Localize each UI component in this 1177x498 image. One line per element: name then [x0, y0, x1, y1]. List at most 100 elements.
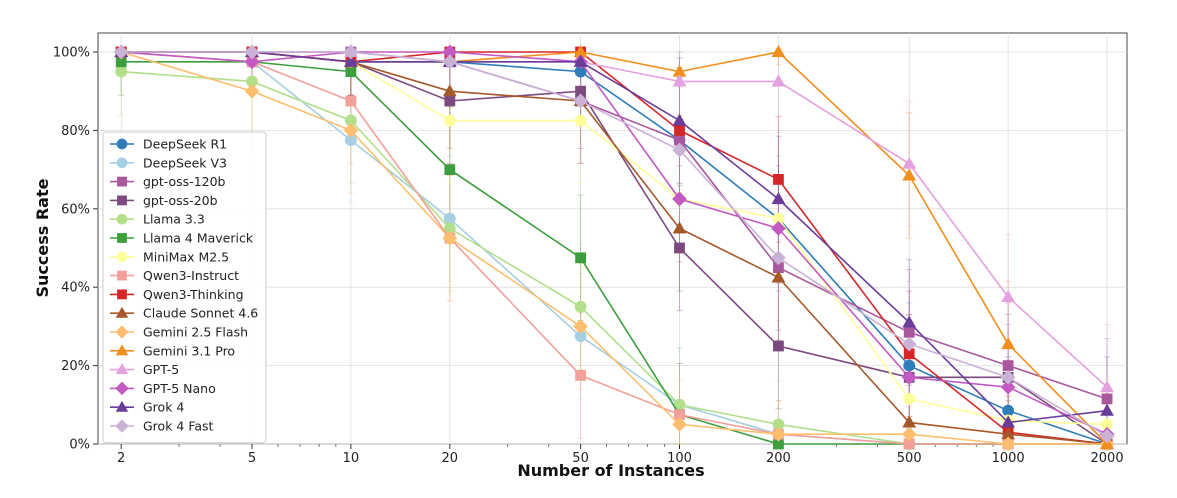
data-point — [903, 393, 916, 405]
legend-marker — [116, 251, 128, 263]
data-point — [444, 164, 456, 176]
x-tick-label: 2 — [117, 451, 125, 466]
x-axis-ticks: 2 5 10 20 50 100 200 500 1000 2000 — [117, 444, 1124, 466]
data-point — [573, 93, 588, 109]
legend-label: Grok 4 — [143, 400, 184, 415]
y-axis-ticks: 0% 20% 40% 60% 80% 100% — [53, 46, 98, 453]
legend-label: GPT-5 Nano — [143, 381, 216, 396]
data-point — [1001, 415, 1016, 428]
data-point — [903, 359, 916, 372]
data-point — [442, 54, 458, 70]
y-tick-label: 0% — [69, 438, 90, 453]
legend-marker — [116, 138, 128, 150]
legend-marker — [115, 325, 129, 339]
x-tick-label: 2000 — [1091, 451, 1124, 466]
legend-marker — [115, 419, 129, 433]
legend-label: Qwen3-Instruct — [143, 268, 239, 283]
data-point — [1101, 393, 1113, 405]
data-point — [573, 54, 588, 67]
data-point — [903, 326, 915, 338]
data-point — [443, 212, 456, 225]
legend-marker — [117, 176, 127, 187]
data-point — [1002, 360, 1014, 372]
data-point — [575, 369, 586, 381]
data-point — [1001, 289, 1016, 303]
legend: DeepSeek R1 DeepSeek V3 gpt-oss-120b gpt-os… — [102, 131, 267, 444]
data-point — [773, 173, 784, 185]
x-tick-label: 500 — [897, 451, 922, 466]
data-point — [1001, 337, 1016, 350]
series-15 — [113, 44, 1115, 444]
data-point — [672, 113, 687, 126]
data-point — [672, 417, 687, 432]
data-point — [442, 84, 457, 97]
data-point — [672, 221, 687, 234]
data-point — [902, 315, 917, 328]
series-line — [121, 51, 1108, 424]
data-point — [344, 54, 358, 67]
data-point — [1002, 404, 1015, 417]
legend-label: DeepSeek R1 — [143, 137, 227, 152]
y-tick-label: 100% — [53, 46, 90, 61]
data-point — [771, 270, 786, 283]
data-point — [672, 142, 687, 158]
data-point — [672, 74, 687, 87]
data-point — [771, 426, 786, 442]
data-point — [244, 83, 260, 99]
legend-box — [102, 131, 267, 444]
x-tick-label: 10 — [343, 451, 360, 466]
legend-marker — [115, 344, 129, 356]
x-axis-title: Number of Instances — [517, 461, 704, 480]
series-line — [121, 51, 1108, 437]
data-point — [343, 44, 359, 60]
data-point — [443, 114, 456, 127]
series-layer — [113, 44, 1115, 452]
legend-label: GPT-5 — [143, 362, 179, 377]
legend-marker — [117, 270, 127, 281]
legend-marker — [117, 233, 127, 243]
legend-label: MiniMax M2.5 — [143, 249, 229, 264]
data-point — [113, 44, 129, 60]
legend-label: gpt-oss-120b — [143, 174, 226, 189]
series-line — [121, 51, 1108, 445]
legend-label: Claude Sonnet 4.6 — [143, 306, 258, 321]
data-point — [902, 156, 917, 169]
x-tick-label: 1000 — [992, 451, 1025, 466]
y-tick-label: 80% — [61, 124, 90, 139]
data-point — [244, 54, 260, 70]
series-10 — [113, 44, 1115, 452]
data-point — [1100, 403, 1114, 416]
legend-marker — [116, 157, 128, 169]
legend-label: Gemini 2.5 Flash — [143, 325, 248, 340]
data-point — [771, 191, 786, 205]
x-tick-label: 50 — [572, 451, 589, 466]
data-point — [901, 369, 917, 385]
data-point — [674, 125, 685, 136]
legend-marker — [115, 381, 129, 396]
data-point — [773, 340, 784, 352]
data-point — [115, 65, 128, 78]
legend-marker — [115, 363, 129, 375]
data-point — [771, 250, 786, 266]
legend-label: Gemini 3.1 Pro — [143, 343, 235, 358]
data-point — [1099, 428, 1115, 444]
y-axis-title: Success Rate — [33, 178, 52, 297]
data-point — [902, 168, 917, 181]
data-point — [442, 230, 458, 246]
x-tick-label: 5 — [248, 451, 256, 466]
y-tick-label: 60% — [61, 202, 90, 217]
data-point — [1000, 369, 1016, 385]
x-tick-label: 200 — [766, 451, 791, 466]
data-point — [1000, 436, 1016, 452]
legend-marker — [117, 289, 127, 300]
legend-label: Grok 4 Fast — [143, 419, 214, 434]
legend-marker — [115, 306, 129, 318]
legend-label: gpt-oss-20b — [143, 193, 218, 208]
series-line — [120, 51, 1108, 445]
data-point — [771, 74, 786, 87]
data-point — [444, 95, 456, 107]
legend-label: Qwen3-Thinking — [143, 287, 244, 302]
data-point — [574, 114, 587, 127]
data-point — [672, 191, 687, 207]
